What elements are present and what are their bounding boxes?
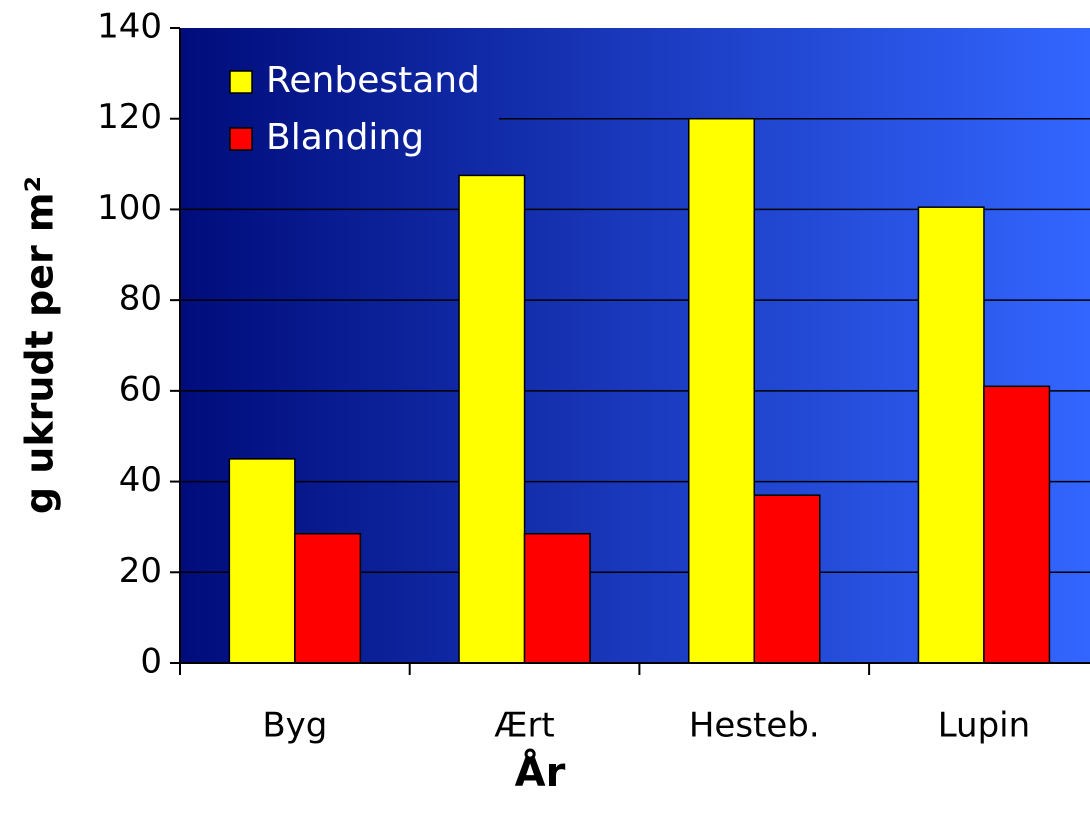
x-tick-label: Ært [494,706,554,746]
bar [523,532,591,664]
x-axis-label: År [515,747,566,796]
legend-swatch [229,127,253,151]
x-tick-label: Lupin [938,706,1030,746]
bar [688,117,755,664]
y-tick-label: 20 [119,551,162,591]
y-tick-label: 60 [119,369,162,409]
bar [294,532,362,664]
y-tick-label: 40 [119,460,162,500]
y-tick-label: 120 [97,97,162,137]
y-axis-label: g ukrudt per m² [18,176,62,514]
bar [458,174,526,664]
bar [753,494,821,664]
y-tick-label: 0 [140,642,162,682]
legend-label: Renbestand [266,60,480,101]
bar [983,385,1051,664]
legend-label: Blanding [266,117,424,158]
x-tick-label: Hesteb. [689,706,820,746]
legend-swatch [229,70,253,94]
x-tick-label: Byg [262,706,327,746]
bar [228,458,296,664]
bar [917,206,985,664]
y-tick-label: 80 [119,279,162,319]
y-tick-label: 140 [97,7,162,47]
y-tick-label: 100 [97,188,162,228]
